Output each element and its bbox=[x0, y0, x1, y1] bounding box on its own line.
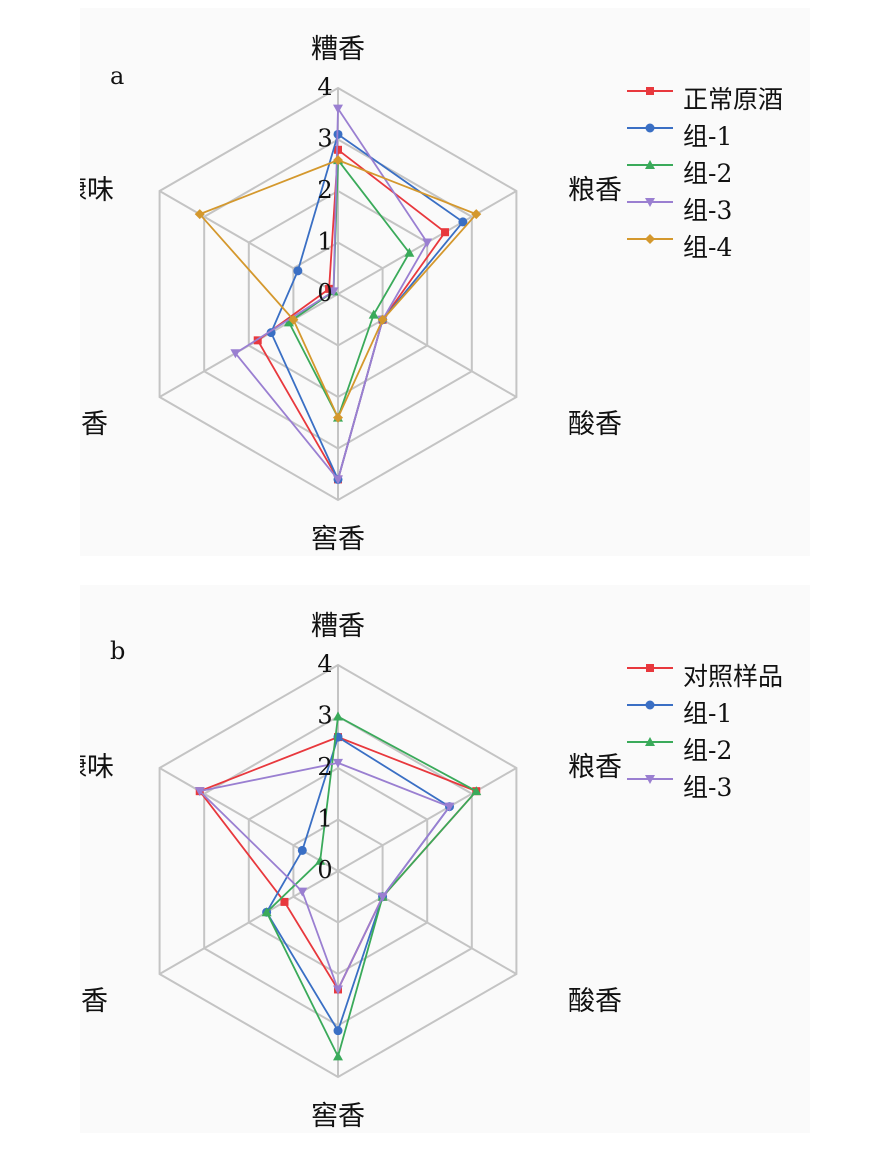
axis-label: 粮香 bbox=[568, 752, 622, 783]
series-组-4 bbox=[194, 155, 482, 423]
data-point bbox=[333, 711, 343, 721]
legend-label: 组-2 bbox=[683, 736, 733, 765]
legend-swatch bbox=[627, 664, 673, 672]
data-point bbox=[444, 802, 455, 812]
axis-spoke bbox=[337, 293, 517, 398]
legend-label: 对照样品 bbox=[683, 662, 784, 691]
axis-label: 酸香 bbox=[568, 409, 622, 440]
data-point bbox=[404, 247, 415, 257]
data-point bbox=[471, 786, 482, 796]
series-组-3 bbox=[194, 758, 455, 995]
tick-label: 4 bbox=[317, 650, 332, 678]
axis-label: 粮香 bbox=[568, 175, 622, 206]
data-point bbox=[230, 349, 241, 359]
axis-label: 陈香 bbox=[80, 986, 108, 1017]
data-point bbox=[283, 317, 294, 327]
data-point bbox=[297, 887, 308, 897]
radar-grid bbox=[158, 663, 518, 1079]
legend-label: 正常原酒 bbox=[683, 85, 784, 114]
axis-spoke bbox=[337, 870, 517, 975]
data-point bbox=[333, 412, 343, 423]
data-point bbox=[333, 758, 343, 768]
tick-label: 1 bbox=[317, 228, 332, 256]
tick-label: 2 bbox=[317, 176, 332, 204]
data-point bbox=[333, 475, 343, 485]
data-point bbox=[368, 309, 379, 319]
axis-spoke bbox=[159, 767, 339, 872]
data-point bbox=[377, 892, 388, 902]
legend-swatch bbox=[627, 700, 673, 710]
data-point bbox=[328, 287, 339, 297]
data-point bbox=[333, 1026, 343, 1036]
axis-label: 酸香 bbox=[568, 986, 622, 1017]
panel-label-b: b bbox=[110, 637, 126, 665]
axis-spoke bbox=[159, 870, 339, 975]
data-point bbox=[333, 985, 343, 995]
legend-swatch bbox=[627, 737, 673, 746]
data-point bbox=[334, 145, 342, 154]
data-point bbox=[280, 897, 289, 906]
data-point bbox=[325, 284, 334, 293]
series-组-2 bbox=[261, 711, 482, 1061]
data-point bbox=[377, 314, 388, 325]
data-point bbox=[458, 217, 468, 227]
axis-label: 糠味 bbox=[80, 752, 114, 783]
legend-swatch bbox=[627, 160, 673, 169]
data-point bbox=[293, 266, 303, 276]
legend-swatch bbox=[627, 198, 673, 207]
legend-swatch bbox=[627, 775, 673, 784]
legend-label: 组-2 bbox=[683, 159, 733, 188]
legend-swatch bbox=[627, 87, 673, 95]
data-point bbox=[422, 238, 433, 248]
legend-swatch bbox=[627, 123, 673, 133]
axis-spoke bbox=[337, 767, 517, 872]
data-point bbox=[194, 787, 205, 797]
data-point bbox=[261, 907, 272, 917]
tick-label: 1 bbox=[317, 805, 332, 833]
axis-spoke bbox=[159, 190, 339, 295]
data-point bbox=[333, 155, 343, 166]
axis-label: 糠味 bbox=[80, 175, 114, 206]
tick-label: 3 bbox=[317, 702, 332, 730]
axis-label: 糟香 bbox=[311, 34, 365, 65]
tick-label: 2 bbox=[317, 753, 332, 781]
data-point bbox=[194, 209, 205, 220]
tick-label: 3 bbox=[317, 125, 332, 153]
data-point bbox=[315, 855, 326, 865]
data-point bbox=[333, 1051, 343, 1061]
legend-label: 组-4 bbox=[683, 233, 733, 262]
series-line bbox=[270, 132, 465, 483]
legend-label: 组-1 bbox=[683, 122, 733, 151]
data-point bbox=[297, 845, 307, 855]
axis-label: 窖香 bbox=[311, 1101, 365, 1132]
axis-label: 陈香 bbox=[80, 409, 108, 440]
series-组-1 bbox=[262, 732, 455, 1036]
tick-label: 0 bbox=[317, 856, 332, 884]
legend-label: 组-3 bbox=[683, 196, 733, 225]
legend-swatch bbox=[627, 234, 673, 244]
legend-label: 组-1 bbox=[683, 699, 733, 728]
data-point bbox=[253, 336, 262, 345]
axis-label: 窖香 bbox=[311, 524, 365, 555]
data-point bbox=[441, 228, 450, 237]
data-point bbox=[288, 314, 299, 325]
legend-label: 组-3 bbox=[683, 773, 733, 802]
axis-label: 糟香 bbox=[311, 611, 365, 642]
panel-label-a: a bbox=[110, 62, 125, 90]
data-point bbox=[471, 209, 482, 220]
tick-label: 4 bbox=[317, 73, 332, 101]
data-point bbox=[333, 104, 343, 114]
tick-label: 0 bbox=[317, 279, 332, 307]
